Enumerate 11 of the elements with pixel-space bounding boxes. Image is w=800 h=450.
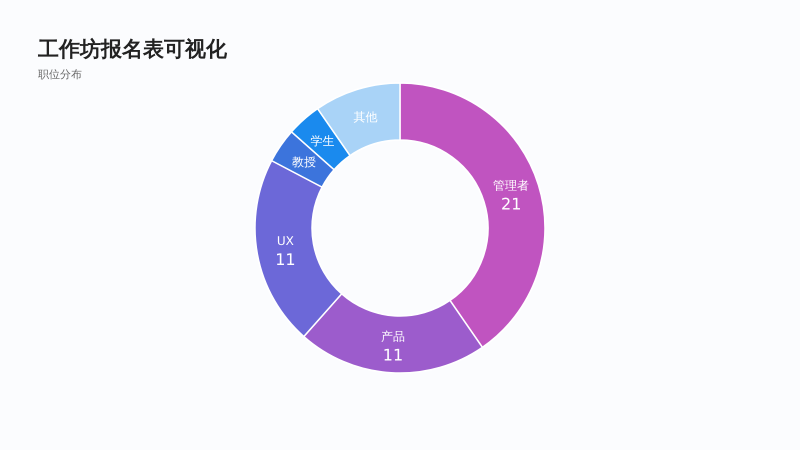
slice-label: 学生 — [310, 134, 335, 148]
data-label: 11 — [382, 345, 404, 364]
slice-label: 教授 — [292, 154, 316, 169]
chart-title: 工作坊报名表可视化 — [37, 37, 228, 61]
text: 职位分布 — [38, 68, 82, 81]
slice-label: UX — [276, 234, 294, 248]
slice-label: 管理者 — [493, 178, 530, 192]
slice-label: 产品 — [380, 329, 405, 344]
data-label: 11 — [275, 250, 296, 269]
slice-label: 其他 — [353, 110, 378, 124]
data-label: 21 — [501, 194, 522, 214]
